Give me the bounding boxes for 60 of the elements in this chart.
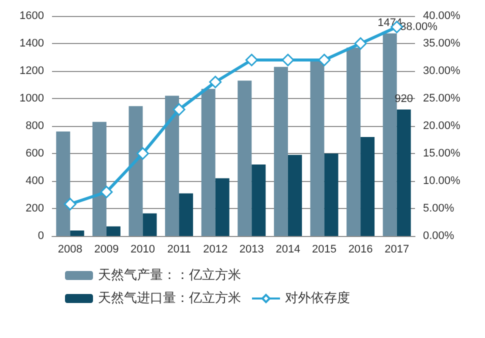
x-tick-label: 2009 bbox=[94, 244, 119, 256]
x-tick-label: 2016 bbox=[348, 244, 373, 256]
y-tick-label: 0 bbox=[38, 230, 44, 242]
point bbox=[64, 198, 76, 210]
y2-tick-label: 15.00% bbox=[423, 148, 461, 160]
y2-tick-label: 0.00% bbox=[423, 230, 454, 242]
x-tick-label: 2014 bbox=[276, 244, 300, 256]
bar bbox=[165, 96, 180, 236]
x-tick-label: 2015 bbox=[312, 244, 336, 256]
bar bbox=[252, 164, 266, 236]
point bbox=[318, 54, 330, 66]
point bbox=[282, 54, 294, 66]
bar bbox=[70, 230, 84, 236]
y2-tick-label: 35.00% bbox=[423, 38, 461, 50]
bar bbox=[396, 110, 411, 236]
bar bbox=[92, 122, 106, 236]
x-tick-label: 2012 bbox=[203, 244, 228, 256]
bar bbox=[274, 66, 288, 236]
y2-tick-label: 30.00% bbox=[423, 65, 461, 77]
legend-label: 天然气进口量：亿立方米 bbox=[98, 290, 241, 306]
y-tick-label: 1400 bbox=[20, 38, 44, 50]
x-tick-label: 2017 bbox=[384, 244, 410, 256]
point bbox=[354, 37, 367, 50]
y-tick-label: 200 bbox=[26, 202, 44, 214]
bar bbox=[106, 226, 120, 236]
x-tick-label: 2010 bbox=[130, 244, 155, 256]
bar bbox=[142, 213, 157, 236]
point bbox=[245, 54, 258, 66]
bar bbox=[238, 80, 252, 236]
x-tick-label: 2008 bbox=[58, 244, 82, 256]
bar bbox=[179, 193, 194, 236]
point bbox=[100, 186, 113, 198]
legend-label: 对外依存度 bbox=[285, 290, 350, 306]
y2-tick-label: 25.00% bbox=[423, 92, 461, 104]
bar bbox=[56, 132, 70, 236]
bar bbox=[288, 154, 302, 236]
y-tick-label: 400 bbox=[26, 175, 44, 187]
bar bbox=[346, 48, 361, 236]
y2-tick-label: 10.00% bbox=[423, 175, 461, 187]
y-tick-label: 600 bbox=[26, 148, 44, 160]
x-tick-label: 2013 bbox=[239, 244, 264, 256]
y-tick-label: 1000 bbox=[20, 92, 44, 104]
y2-tick-label: 20.00% bbox=[423, 120, 461, 132]
bar bbox=[215, 178, 230, 236]
y2-tick-label: 5.00% bbox=[423, 202, 454, 214]
y-tick-label: 800 bbox=[26, 120, 44, 132]
bar bbox=[201, 88, 216, 236]
y-tick-label: 1600 bbox=[20, 10, 44, 22]
bar bbox=[382, 33, 397, 236]
x-tick-label: 2011 bbox=[167, 244, 191, 256]
point bbox=[136, 147, 149, 160]
legend-label: 天然气产量：：亿立方米 bbox=[98, 267, 241, 283]
point bbox=[172, 103, 186, 116]
bar bbox=[310, 61, 324, 236]
bar bbox=[324, 154, 338, 236]
y-tick-label: 1200 bbox=[20, 65, 44, 77]
bar bbox=[128, 106, 143, 236]
y2-tick-label: 40.00% bbox=[423, 10, 461, 22]
point bbox=[209, 76, 222, 88]
bar bbox=[360, 137, 375, 236]
